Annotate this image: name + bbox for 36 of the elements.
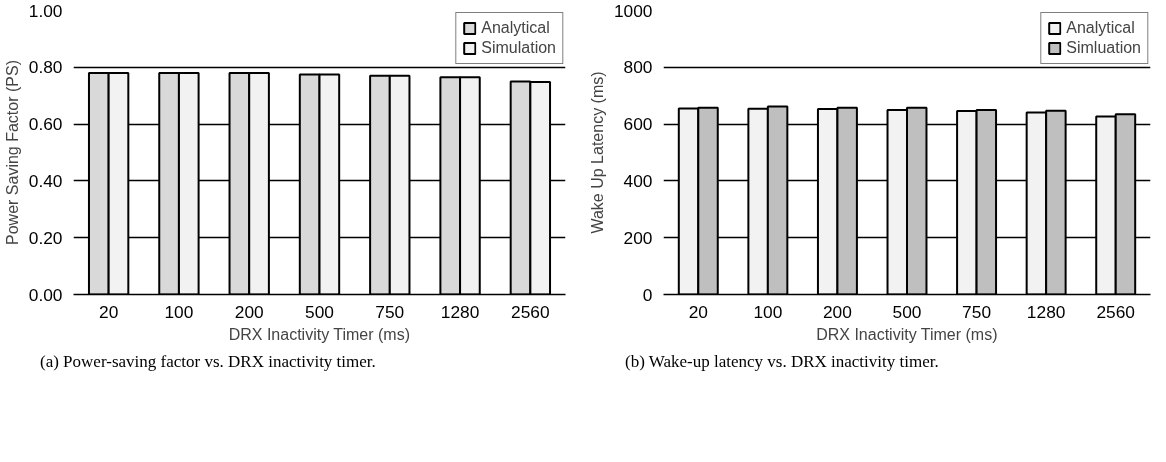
legend-label: Analytical (1066, 19, 1135, 37)
y-axis-title: Power Saving Factor (PS) (3, 60, 21, 245)
x-tick-label: 100 (164, 301, 194, 322)
x-tick-label: 200 (822, 301, 852, 322)
y-tick-label: 1000 (613, 0, 653, 21)
y-tick-label: 1.00 (28, 0, 63, 21)
x-tick-label: 1280 (440, 301, 480, 322)
x-tick-label: 500 (305, 301, 334, 322)
y-tick-label: 800 (623, 57, 653, 78)
x-tick-label: 100 (753, 301, 783, 322)
x-axis-title: DRX Inactivity Timer (ms) (228, 325, 411, 343)
x-tick-label: 20 (99, 301, 119, 322)
text: (a) Power-saving factor vs. DRX inactivity timer. (40, 351, 376, 373)
x-axis-title: DRX Inactivity Timer (ms) (816, 325, 998, 343)
x-tick-label: 1280 (1026, 301, 1066, 322)
y-tick-label: 0 (642, 284, 653, 305)
y-tick-label: 400 (623, 170, 653, 191)
legend-label: Analytical (481, 19, 550, 37)
x-tick-label: 750 (962, 301, 992, 322)
y-tick-label: 200 (623, 227, 653, 248)
y-axis-title: Wake Up Latency (ms) (588, 71, 606, 234)
x-tick-label: 20 (688, 301, 708, 322)
y-tick-label: 600 (623, 114, 653, 135)
y-tick-label: 0.80 (28, 57, 63, 78)
x-tick-label: 2560 (1096, 301, 1135, 322)
legend-label: Simulation (481, 39, 556, 57)
y-tick-label: 0.00 (28, 284, 63, 305)
x-tick-label: 200 (234, 301, 264, 322)
text: (b) Wake-up latency vs. DRX inactivity timer. (625, 351, 939, 373)
y-tick-label: 0.20 (28, 227, 63, 248)
legend-label: Simluation (1066, 39, 1141, 57)
x-tick-label: 750 (375, 301, 405, 322)
y-tick-label: 0.60 (28, 114, 63, 135)
y-tick-label: 0.40 (28, 170, 63, 191)
x-tick-label: 500 (892, 301, 922, 322)
x-tick-label: 2560 (511, 301, 550, 322)
